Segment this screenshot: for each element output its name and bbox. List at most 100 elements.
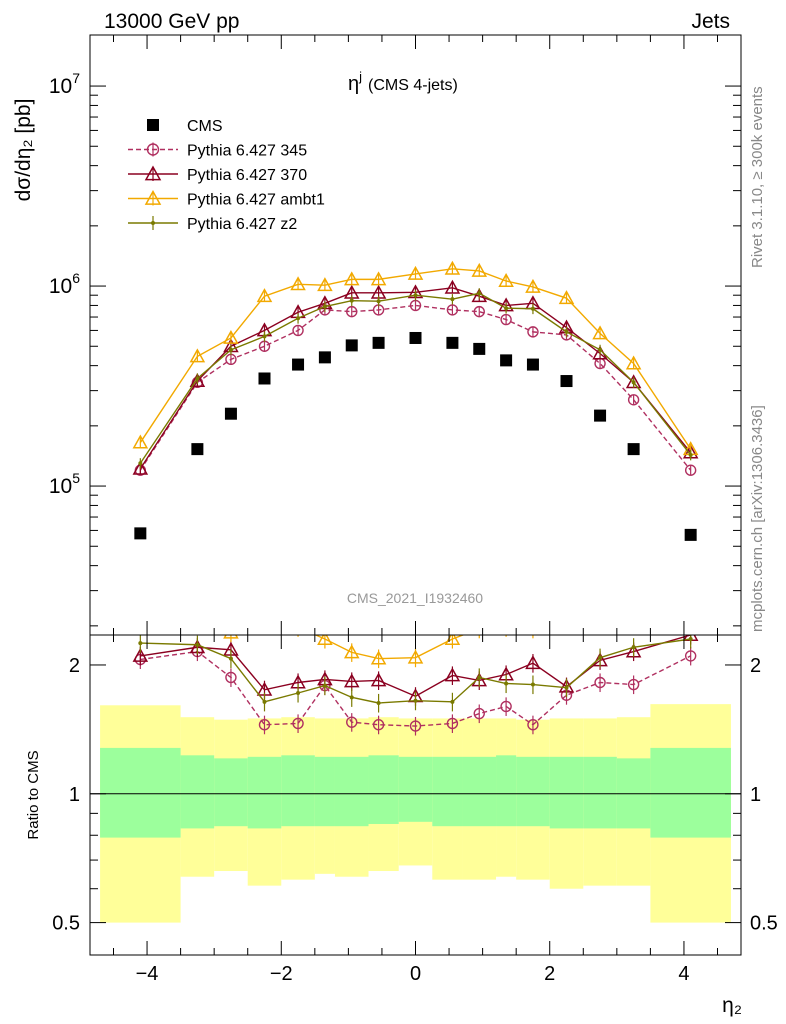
main-series-1 xyxy=(134,299,697,476)
main-point-3-4 xyxy=(290,276,306,291)
main-series-line-4 xyxy=(139,292,692,464)
main-point-1-16 xyxy=(684,464,697,476)
ratio-point-2-5 xyxy=(317,635,333,645)
ratio-point-3-13 xyxy=(564,685,569,690)
main-point-4-15 xyxy=(631,380,636,385)
ratio-point-2-16 xyxy=(684,603,697,615)
main-point-4-14 xyxy=(598,347,603,352)
ratio-point-0-4 xyxy=(292,717,304,730)
main-point-1-15 xyxy=(627,394,640,406)
main-point-3-14 xyxy=(592,325,608,340)
main-point-2-0 xyxy=(132,460,149,475)
main-ytick-label-exp: 5 xyxy=(72,470,80,486)
ratio-ytick-label-left-2: 2 xyxy=(69,655,80,677)
main-point-3-3 xyxy=(256,288,273,303)
xtick-label-1: −2 xyxy=(270,963,293,985)
main-point-0-2 xyxy=(224,407,237,420)
ratio-point-2-3 xyxy=(258,613,271,625)
ratio-bands xyxy=(100,704,731,923)
main-series-line-1 xyxy=(139,304,692,471)
main-point-3-0 xyxy=(132,434,149,449)
rivet-label: Rivet 3.1.10, ≥ 300k events xyxy=(749,86,766,268)
legend-entry-3: Pythia 6.427 ambt1 xyxy=(128,189,325,209)
main-point-1-9 xyxy=(446,304,459,316)
legend-label-4: Pythia 6.427 z2 xyxy=(187,216,297,233)
legend-label-2: Pythia 6.427 370 xyxy=(187,167,307,184)
ratio-point-3-3 xyxy=(262,699,267,704)
main-point-3-11 xyxy=(498,272,514,287)
main-point-4-12 xyxy=(530,306,535,311)
ratio-point-2-13 xyxy=(560,613,573,625)
legend-entry-0: CMS xyxy=(147,118,223,135)
ratio-point-0-7 xyxy=(372,719,385,731)
ratio-band-inner-1 xyxy=(180,755,215,829)
main-point-4-13 xyxy=(564,329,569,334)
legend-entry-1: Pythia 6.427 345 xyxy=(128,142,307,160)
plot-title-tail: (CMS 4-jets) xyxy=(368,77,458,94)
ratio-point-3-9 xyxy=(450,699,455,704)
ratio-point-0-2 xyxy=(225,671,237,684)
main-point-4-5 xyxy=(322,304,327,309)
plot-title-sup: j xyxy=(358,69,362,84)
ratio-point-0-6 xyxy=(346,716,358,728)
ratio-band-inner-9 xyxy=(432,756,463,827)
ratio-band-inner-13 xyxy=(549,756,584,829)
main-plot xyxy=(132,260,699,541)
ratio-point-0-3 xyxy=(258,719,271,731)
ratio-series-3 xyxy=(138,635,693,713)
main-point-3-8 xyxy=(407,265,424,280)
ratio-band-inner-0 xyxy=(100,747,181,838)
main-point-3-6 xyxy=(343,271,360,286)
ratio-point-2-7 xyxy=(370,650,387,665)
main-point-3-5 xyxy=(317,277,333,292)
main-point-0-10 xyxy=(473,342,486,355)
legend-marker-0 xyxy=(147,119,159,131)
main-ytick-label-exp: 6 xyxy=(72,270,80,286)
main-point-2-1 xyxy=(189,373,206,387)
ratio-point-0-15 xyxy=(627,678,640,691)
watermark: CMS_2021_I1932460 xyxy=(347,590,483,606)
ratio-ytick-label-right-1: 1 xyxy=(750,784,761,806)
main-point-3-9 xyxy=(444,260,461,275)
legend-marker-3 xyxy=(144,189,162,205)
xtick-label-2: 0 xyxy=(410,963,421,985)
ratio-band-inner-6 xyxy=(334,756,369,827)
ratio-ytick-label-right-2: 2 xyxy=(750,655,761,677)
main-point-3-15 xyxy=(625,355,642,370)
ratio-point-2-8 xyxy=(407,649,424,664)
ratio-band-inner-7 xyxy=(368,755,399,824)
ratio-point-3-16 xyxy=(688,636,693,641)
ratio-ytick-label-left-0: 0.5 xyxy=(52,913,80,935)
main-point-4-1 xyxy=(195,376,200,381)
ratio-point-0-8 xyxy=(409,720,422,732)
main-ytick-label-exp: 7 xyxy=(72,70,80,86)
main-point-0-3 xyxy=(258,372,271,385)
main-point-4-3 xyxy=(262,334,267,339)
ratio-point-1-6 xyxy=(343,673,360,688)
main-series-0 xyxy=(134,331,697,541)
main-point-2-9 xyxy=(444,279,461,294)
main-point-4-7 xyxy=(376,299,381,304)
main-point-3-12 xyxy=(525,278,541,293)
ratio-ytick-label-left-1: 1 xyxy=(69,784,80,806)
ratio-point-3-8 xyxy=(413,698,418,703)
ratio-point-2-0 xyxy=(134,593,147,605)
main-point-4-0 xyxy=(138,461,143,466)
main-series-line-2 xyxy=(139,287,692,470)
ratio-point-2-12 xyxy=(526,622,539,634)
main-point-0-12 xyxy=(526,358,539,371)
main-point-3-1 xyxy=(189,348,206,363)
ratio-point-3-5 xyxy=(322,683,327,688)
ratio-point-3-2 xyxy=(228,656,233,661)
main-point-0-13 xyxy=(560,375,573,388)
main-point-1-12 xyxy=(527,326,539,338)
xtick-label-4: 4 xyxy=(678,963,689,985)
ratio-band-inner-5 xyxy=(314,756,335,827)
ratio-point-3-11 xyxy=(504,681,509,686)
legend-label-3: Pythia 6.427 ambt1 xyxy=(187,192,325,209)
main-ytick-label-base: 10 xyxy=(49,75,72,98)
ratio-band-inner-16 xyxy=(650,747,731,838)
main-point-4-2 xyxy=(228,347,233,352)
ratio-point-2-15 xyxy=(627,603,640,615)
